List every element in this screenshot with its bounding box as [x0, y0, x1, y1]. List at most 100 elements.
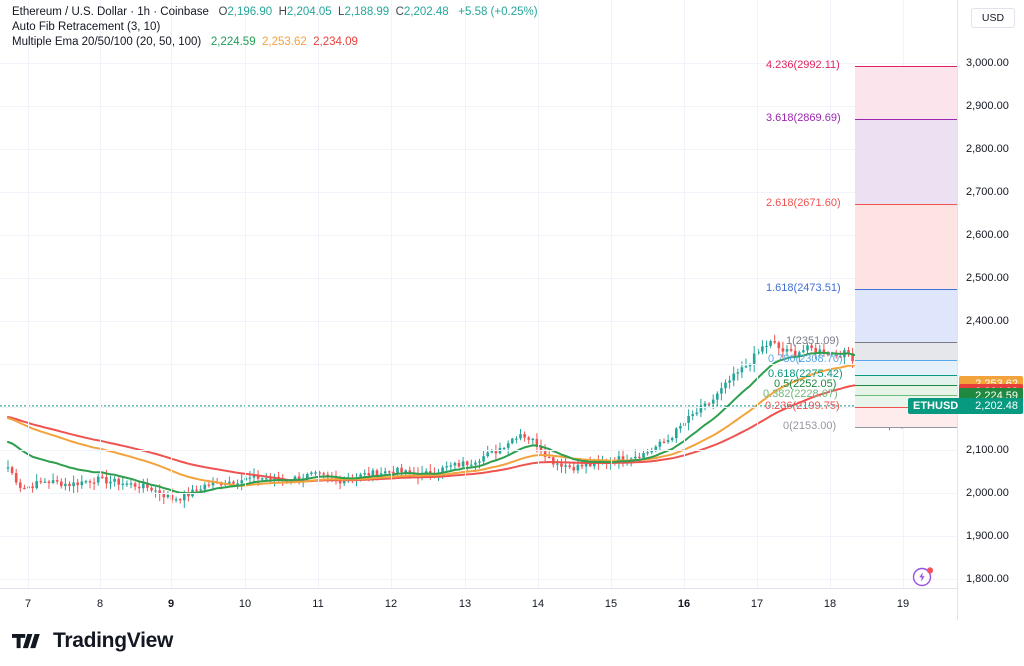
indicator-name-fib: Auto Fib Retracement (3, 10) — [12, 21, 161, 33]
price-tick: 2,100.00 — [966, 444, 1009, 456]
fib-level-line-ext — [855, 394, 957, 396]
gridline-h — [0, 63, 957, 64]
time-tick: 9 — [167, 598, 175, 610]
ema-legend-value: 2,224.59 — [204, 36, 256, 48]
gridline-v — [100, 0, 101, 588]
legend-indicator-ema[interactable]: Multiple Ema 20/50/100 (20, 50, 100) 2,2… — [12, 35, 538, 50]
price-tick: 2,700.00 — [966, 186, 1009, 198]
price-tick: 2,000.00 — [966, 487, 1009, 499]
fib-band — [855, 374, 957, 385]
gridline-h — [0, 106, 957, 107]
time-tick: 12 — [384, 598, 398, 610]
ema-legend-value: 2,253.62 — [255, 36, 307, 48]
currency-badge[interactable]: USD — [971, 8, 1015, 28]
fib-level-label: 2.618(2671.60) — [766, 197, 841, 210]
ohlc-values: O2,196.90 H2,204.05 L2,188.99 C2,202.48 — [212, 6, 455, 18]
time-tick: 17 — [750, 598, 764, 610]
time-tick: 7 — [24, 598, 32, 610]
fib-level-label: 0.5(2252.05) — [774, 377, 837, 390]
fib-level-line — [855, 66, 957, 68]
lightning-bolt-icon[interactable] — [911, 564, 935, 588]
time-tick: 10 — [238, 598, 252, 610]
tradingview-mark-icon — [12, 633, 40, 648]
fib-level-label: 1(2351.09) — [786, 335, 840, 348]
price-tick: 1,800.00 — [966, 573, 1009, 585]
gridline-v — [28, 0, 29, 588]
gridline-h — [0, 493, 957, 494]
fib-level-line — [855, 204, 957, 206]
time-tick: 19 — [896, 598, 910, 610]
time-tick: 13 — [458, 598, 472, 610]
fib-level-label: 0.618(2275.42) — [768, 367, 843, 380]
gridline-v — [830, 0, 831, 588]
fib-level-label: 0(2153.00) — [783, 420, 837, 433]
tradingview-logo[interactable]: TradingView — [12, 629, 173, 653]
ema-values: 2,224.59 2,253.62 2,234.09 — [204, 36, 358, 48]
time-tick: 14 — [531, 598, 545, 610]
fib-band — [855, 384, 957, 395]
fib-level-line-ext — [855, 374, 957, 376]
price-value-label: 2,202.48 — [959, 397, 1023, 414]
gridline-h — [0, 321, 957, 322]
fib-level-label: 0.786(2308.70) — [768, 353, 843, 366]
gridline-h — [0, 192, 957, 193]
ohlc-item: H2,204.05 — [278, 6, 332, 18]
price-tick: 2,500.00 — [966, 272, 1009, 284]
fib-band — [855, 119, 957, 205]
gridline-h — [0, 364, 957, 365]
price-tick: 2,800.00 — [966, 143, 1009, 155]
symbol-title: Ethereum / U.S. Dollar · 1h · Coinbase — [12, 6, 209, 18]
ohlc-item: C2,202.48 — [395, 6, 449, 18]
gridline-v — [391, 0, 392, 588]
gridline-v — [318, 0, 319, 588]
footer: TradingView — [0, 620, 1024, 666]
fib-level-line — [855, 427, 957, 429]
chart-plot-area[interactable]: 4.236(2992.11) 3.618(2869.69) 2.618(2671.6… — [0, 0, 957, 588]
gridline-v — [757, 0, 758, 588]
gridline-v — [465, 0, 466, 588]
price-tick: 2,400.00 — [966, 315, 1009, 327]
gridline-v — [684, 0, 685, 588]
legend-symbol-row[interactable]: Ethereum / U.S. Dollar · 1h · Coinbase O… — [12, 5, 538, 20]
fib-level-label: 3.618(2869.69) — [766, 112, 841, 125]
time-tick: 15 — [604, 598, 618, 610]
gridline-h — [0, 149, 957, 150]
indicator-name-ema: Multiple Ema 20/50/100 (20, 50, 100) — [12, 36, 202, 48]
symbol-price-tag[interactable]: ETHUSD — [908, 397, 964, 414]
gridline-v — [245, 0, 246, 588]
fib-level-label: 4.236(2992.11) — [766, 59, 840, 72]
notification-dot — [926, 567, 934, 574]
gridline-h — [0, 450, 957, 451]
time-tick: 11 — [312, 598, 324, 610]
fib-band — [855, 342, 957, 361]
chart-legend: Ethereum / U.S. Dollar · 1h · Coinbase O… — [12, 5, 538, 50]
fib-level-line — [855, 119, 957, 121]
time-tick: 8 — [96, 598, 104, 610]
fib-band — [855, 66, 957, 120]
price-tick: 1,900.00 — [966, 530, 1009, 542]
gridline-v — [611, 0, 612, 588]
gridline-h — [0, 278, 957, 279]
fib-level-line — [855, 407, 957, 409]
fib-band — [855, 289, 957, 343]
price-scale[interactable]: USD 3,000.00 2,900.00 2,800.00 2,700.00 2,60… — [957, 0, 1024, 588]
fib-level-line-ext — [855, 384, 957, 386]
gridline-v — [538, 0, 539, 588]
gridline-v — [171, 0, 172, 588]
time-scale[interactable]: 7 8 9 10 11 12 13 14 15 16 17 18 19 — [0, 588, 957, 621]
fib-level-line — [855, 342, 957, 344]
legend-indicator-fib[interactable]: Auto Fib Retracement (3, 10) — [12, 20, 538, 35]
gridline-h — [0, 579, 957, 580]
fib-level-line — [855, 289, 957, 291]
fib-level-label: 1.618(2473.51) — [766, 282, 841, 295]
tradingview-wordmark: TradingView — [53, 629, 174, 652]
fib-band — [855, 360, 957, 375]
time-tick: 18 — [823, 598, 837, 610]
gridline-h — [0, 235, 957, 236]
price-tick: 2,600.00 — [966, 229, 1009, 241]
price-tick: 2,900.00 — [966, 100, 1009, 112]
ohlc-item: L2,188.99 — [338, 6, 390, 18]
fib-band — [855, 204, 957, 290]
ema-legend-value: 2,234.09 — [306, 36, 358, 48]
fib-level-label: 0.236(2199.75) — [765, 400, 840, 413]
